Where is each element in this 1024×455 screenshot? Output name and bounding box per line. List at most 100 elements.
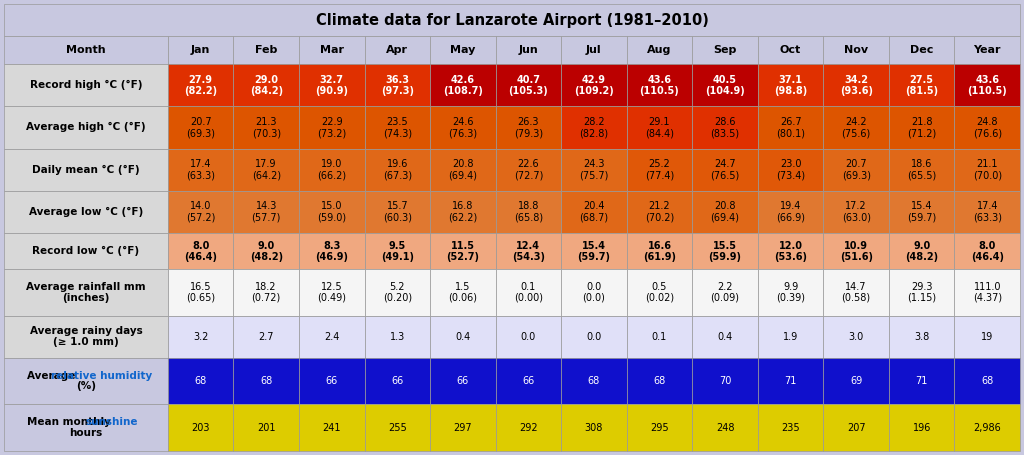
Text: 8.0
(46.4): 8.0 (46.4) bbox=[971, 241, 1004, 262]
Bar bbox=[692, 106, 758, 149]
Text: 68: 68 bbox=[588, 376, 600, 386]
Bar bbox=[168, 404, 233, 451]
Text: Jun: Jun bbox=[518, 45, 539, 55]
Text: Average low °C (°F): Average low °C (°F) bbox=[29, 207, 143, 217]
Bar bbox=[168, 191, 233, 233]
Text: 9.9
(0.39): 9.9 (0.39) bbox=[776, 282, 805, 303]
Bar bbox=[889, 149, 954, 191]
Bar bbox=[365, 233, 430, 269]
Text: 235: 235 bbox=[781, 423, 800, 433]
Text: Dec: Dec bbox=[910, 45, 933, 55]
Bar bbox=[430, 233, 496, 269]
Bar bbox=[758, 106, 823, 149]
Bar bbox=[627, 404, 692, 451]
Bar bbox=[430, 36, 496, 64]
Text: 70: 70 bbox=[719, 376, 731, 386]
Bar bbox=[627, 191, 692, 233]
Text: 201: 201 bbox=[257, 423, 275, 433]
Text: 19: 19 bbox=[981, 332, 993, 342]
Text: Daily mean °C (°F): Daily mean °C (°F) bbox=[32, 165, 139, 175]
Text: 40.5
(104.9): 40.5 (104.9) bbox=[706, 75, 744, 96]
Text: 66: 66 bbox=[326, 376, 338, 386]
Text: 14.7
(0.58): 14.7 (0.58) bbox=[842, 282, 870, 303]
Bar bbox=[496, 233, 561, 269]
Bar bbox=[823, 149, 889, 191]
Bar bbox=[692, 36, 758, 64]
Text: 26.7
(80.1): 26.7 (80.1) bbox=[776, 117, 805, 138]
Text: 16.5
(0.65): 16.5 (0.65) bbox=[186, 282, 215, 303]
Text: 15.4
(59.7): 15.4 (59.7) bbox=[578, 241, 610, 262]
Text: 0.0: 0.0 bbox=[587, 332, 601, 342]
Bar bbox=[299, 106, 365, 149]
Text: 42.6
(108.7): 42.6 (108.7) bbox=[443, 75, 482, 96]
Bar bbox=[299, 233, 365, 269]
Bar bbox=[430, 358, 496, 404]
Text: 15.7
(60.3): 15.7 (60.3) bbox=[383, 202, 412, 222]
Bar bbox=[758, 269, 823, 316]
Bar bbox=[4, 404, 168, 451]
Text: 15.4
(59.7): 15.4 (59.7) bbox=[907, 202, 936, 222]
Bar bbox=[954, 404, 1020, 451]
Bar bbox=[889, 233, 954, 269]
Text: 1.3: 1.3 bbox=[390, 332, 404, 342]
Bar bbox=[954, 269, 1020, 316]
Bar bbox=[627, 64, 692, 106]
Text: 10.9
(51.6): 10.9 (51.6) bbox=[840, 241, 872, 262]
Bar bbox=[954, 191, 1020, 233]
Bar bbox=[692, 358, 758, 404]
Text: 1.9: 1.9 bbox=[783, 332, 798, 342]
Text: 207: 207 bbox=[847, 423, 865, 433]
Text: 34.2
(93.6): 34.2 (93.6) bbox=[840, 75, 872, 96]
Text: Jul: Jul bbox=[586, 45, 602, 55]
Bar bbox=[4, 64, 168, 106]
Text: Average: Average bbox=[27, 371, 79, 381]
Bar bbox=[627, 233, 692, 269]
Bar bbox=[561, 269, 627, 316]
Text: 21.3
(70.3): 21.3 (70.3) bbox=[252, 117, 281, 138]
Bar bbox=[627, 269, 692, 316]
Text: 0.5
(0.02): 0.5 (0.02) bbox=[645, 282, 674, 303]
Bar bbox=[954, 316, 1020, 358]
Bar bbox=[496, 106, 561, 149]
Text: 24.3
(75.7): 24.3 (75.7) bbox=[580, 159, 608, 180]
Text: 9.0
(48.2): 9.0 (48.2) bbox=[905, 241, 938, 262]
Bar bbox=[299, 358, 365, 404]
Bar bbox=[692, 316, 758, 358]
Text: 3.2: 3.2 bbox=[193, 332, 208, 342]
Bar bbox=[365, 149, 430, 191]
Text: 27.9
(82.2): 27.9 (82.2) bbox=[184, 75, 217, 96]
Text: 17.9
(64.2): 17.9 (64.2) bbox=[252, 159, 281, 180]
Bar bbox=[299, 36, 365, 64]
Text: 68: 68 bbox=[195, 376, 207, 386]
Text: Record high °C (°F): Record high °C (°F) bbox=[30, 80, 142, 90]
Bar bbox=[692, 64, 758, 106]
Bar bbox=[365, 36, 430, 64]
Bar bbox=[823, 36, 889, 64]
Text: 68: 68 bbox=[981, 376, 993, 386]
Bar bbox=[758, 36, 823, 64]
Bar bbox=[168, 316, 233, 358]
Bar bbox=[496, 149, 561, 191]
Bar bbox=[561, 106, 627, 149]
Bar bbox=[4, 4, 1020, 36]
Text: 111.0
(4.37): 111.0 (4.37) bbox=[973, 282, 1001, 303]
Bar bbox=[168, 149, 233, 191]
Text: 196: 196 bbox=[912, 423, 931, 433]
Text: 295: 295 bbox=[650, 423, 669, 433]
Text: 18.6
(65.5): 18.6 (65.5) bbox=[907, 159, 936, 180]
Text: 42.9
(109.2): 42.9 (109.2) bbox=[574, 75, 613, 96]
Bar bbox=[758, 149, 823, 191]
Text: 15.0
(59.0): 15.0 (59.0) bbox=[317, 202, 346, 222]
Bar bbox=[365, 191, 430, 233]
Text: 19.4
(66.9): 19.4 (66.9) bbox=[776, 202, 805, 222]
Text: 248: 248 bbox=[716, 423, 734, 433]
Bar bbox=[692, 404, 758, 451]
Text: 0.0
(0.0): 0.0 (0.0) bbox=[583, 282, 605, 303]
Bar bbox=[889, 191, 954, 233]
Text: 23.5
(74.3): 23.5 (74.3) bbox=[383, 117, 412, 138]
Text: 17.2
(63.0): 17.2 (63.0) bbox=[842, 202, 870, 222]
Text: 2.4: 2.4 bbox=[324, 332, 339, 342]
Bar bbox=[889, 269, 954, 316]
Text: 2.7: 2.7 bbox=[258, 332, 274, 342]
Text: 66: 66 bbox=[391, 376, 403, 386]
